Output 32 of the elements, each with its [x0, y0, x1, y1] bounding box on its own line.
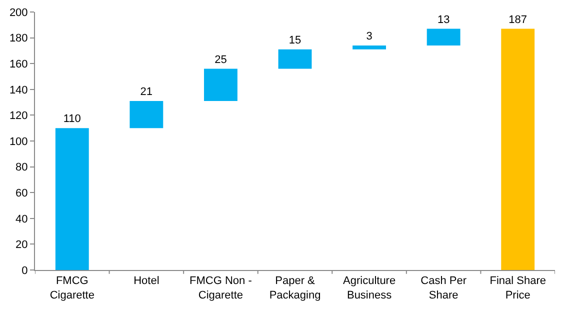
data-label: 15 — [288, 34, 302, 46]
y-tick-label: 120 — [9, 110, 28, 122]
y-tick-label: 20 — [16, 239, 28, 252]
y-tick-label: 80 — [16, 162, 28, 174]
x-tick-label: Hotel — [134, 275, 160, 288]
x-tick-label: Final Share Price — [490, 275, 546, 302]
bar — [55, 128, 89, 270]
y-tick-label: 100 — [9, 136, 28, 148]
x-tick-label: Cash Per Share — [420, 275, 467, 302]
data-label: 25 — [214, 54, 227, 66]
y-tick-label: 180 — [9, 32, 28, 45]
bar — [426, 28, 460, 46]
bar — [352, 46, 386, 50]
y-tick-label: 200 — [9, 6, 28, 19]
y-tick-label: 40 — [16, 213, 28, 226]
data-label: 21 — [140, 86, 153, 98]
bar — [130, 101, 164, 128]
data-label: 187 — [508, 14, 528, 26]
x-tick-label: Agriculture Business — [343, 275, 396, 302]
data-label: 110 — [63, 113, 81, 126]
y-tick-label: 160 — [9, 58, 28, 70]
data-label: 3 — [366, 30, 372, 43]
x-tick-label: FMCG Cigarette — [50, 275, 94, 302]
x-tick-label: Paper & Packaging — [269, 275, 321, 302]
bar — [278, 49, 312, 69]
x-tick-label: FMCG Non - Cigarette — [190, 275, 252, 302]
data-label: 13 — [437, 14, 450, 26]
y-tick-label: 60 — [16, 187, 28, 200]
y-tick-label: 0 — [22, 264, 28, 277]
y-tick-label: 140 — [9, 84, 28, 96]
bar — [501, 28, 535, 270]
bar — [204, 68, 238, 102]
